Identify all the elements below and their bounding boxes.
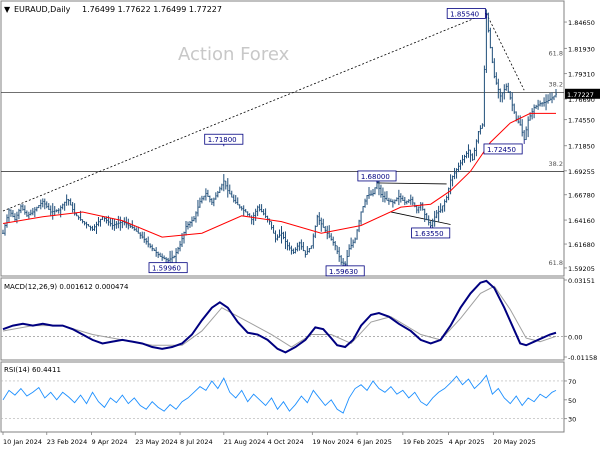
time-axis-label: 23 Feb 2024: [47, 438, 87, 446]
macd-title: MACD(12,26,9) 0.001612 0.000474: [4, 283, 129, 291]
rsi-axis-label: 50: [568, 397, 576, 405]
time-axis-label: 9 Apr 2024: [92, 438, 128, 446]
price-axis-label: 1.69255: [568, 168, 595, 176]
rsi-title: RSI(14) 60.4411: [4, 366, 61, 374]
annotation-label: 1.72450: [487, 146, 516, 154]
annotation-label: 1.63550: [415, 230, 444, 238]
annotation-label: 1.68000: [361, 173, 390, 181]
price-axis-label: 1.74550: [568, 117, 595, 125]
time-axis-label: 4 Apr 2025: [449, 438, 485, 446]
time-axis-label: 21 Aug 2024: [224, 438, 266, 446]
time-axis-label: 10 Jan 2024: [3, 438, 42, 446]
rsi-axis-label: 70: [568, 378, 576, 386]
rsi-axis-label: 30: [568, 416, 576, 424]
annotation-label: 1.59630: [329, 268, 358, 276]
time-axis-label: 4 Oct 2024: [268, 438, 304, 446]
time-axis-label: 6 Jan 2025: [357, 438, 392, 446]
time-axis-label: 19 Nov 2024: [312, 438, 354, 446]
chart-symbol: EURAUD,Daily: [14, 5, 71, 14]
fib-level-label: 38.2: [549, 160, 563, 168]
triangle-down-icon: ▼: [4, 5, 11, 14]
annotation-label: 1.71800: [208, 136, 237, 144]
price-axis-label: 1.61680: [568, 241, 595, 249]
time-axis-label: 8 Jul 2024: [180, 438, 213, 446]
macd-axis-label: 0.00: [568, 333, 582, 341]
price-axis-label: 1.71850: [568, 143, 595, 151]
fib-level-label: 61.8: [549, 50, 563, 58]
macd-axis-label: 0.03151: [568, 277, 595, 285]
annotation-label: 1.59960: [152, 265, 181, 273]
fib-level-label: 61.8: [549, 259, 563, 267]
time-axis-label: 19 Feb 2025: [403, 438, 443, 446]
chart-ohlc: 1.76499 1.77622 1.76499 1.77227: [82, 5, 222, 14]
time-axis-label: 23 May 2024: [135, 438, 177, 446]
current-price-label: 1.77227: [567, 91, 594, 99]
macd-axis-label: -0.01158: [568, 354, 597, 362]
price-axis-label: 1.79310: [568, 71, 595, 79]
price-axis-label: 1.81930: [568, 45, 595, 53]
time-axis-label: 20 May 2025: [493, 438, 535, 446]
annotation-label: 1.85540: [450, 10, 479, 18]
price-axis-label: 1.59205: [568, 265, 595, 273]
price-axis-label: 1.64160: [568, 217, 595, 225]
price-axis-label: 1.84650: [568, 19, 595, 27]
price-axis-label: 1.66780: [568, 192, 595, 200]
fib-level-label: 38.2: [549, 80, 563, 88]
watermark: Action Forex: [178, 44, 290, 65]
